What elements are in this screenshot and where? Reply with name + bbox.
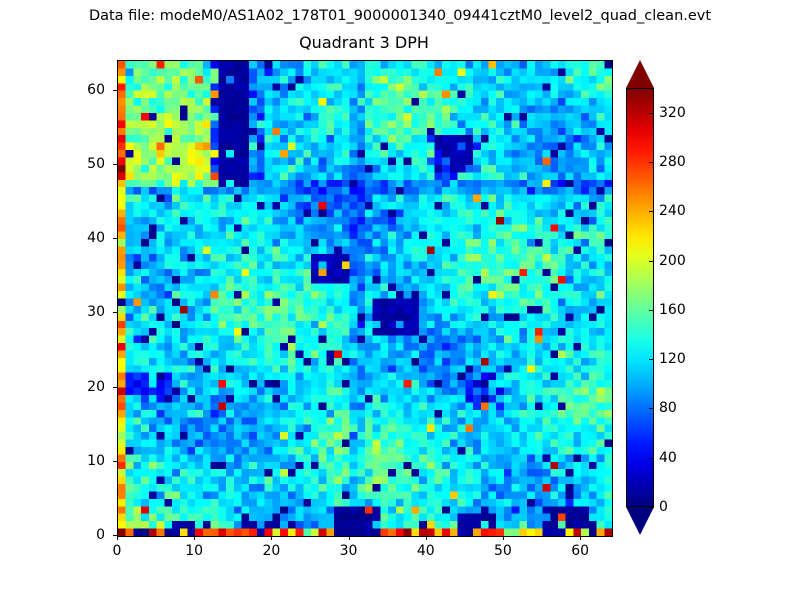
heatmap-plot-area[interactable] <box>117 60 613 537</box>
colorbar[interactable] <box>626 60 654 535</box>
colorbar-tick-label: 200 <box>659 252 686 269</box>
colorbar-tick-mark <box>649 260 654 262</box>
colorbar-body[interactable] <box>626 88 654 507</box>
x-tick-mark <box>580 536 582 540</box>
x-tick-label: 40 <box>416 543 435 559</box>
x-tick-mark <box>117 536 118 540</box>
colorbar-tick-label: 0 <box>659 499 668 515</box>
x-tick-mark <box>425 536 427 540</box>
colorbar-tick-mark <box>649 507 654 508</box>
y-tick-label: 40 <box>87 230 105 247</box>
colorbar-tick-mark <box>649 112 654 114</box>
colorbar-gradient <box>627 89 653 506</box>
colorbar-over-arrow <box>626 60 654 88</box>
colorbar-tick-label: 320 <box>659 104 686 121</box>
colorbar-tick-mark <box>649 359 654 361</box>
y-tick-mark <box>113 460 117 462</box>
y-tick-mark <box>113 163 117 165</box>
y-tick-mark <box>113 535 117 536</box>
colorbar-tick-label: 280 <box>659 153 686 170</box>
dph-heatmap-image[interactable] <box>118 61 612 536</box>
y-tick-label: 20 <box>87 378 105 395</box>
data-file-suptitle: Data file: modeM0/AS1A02_178T01_90000013… <box>88 8 712 24</box>
x-tick-label: 20 <box>262 543 281 559</box>
x-tick-label: 10 <box>185 543 204 559</box>
y-tick-mark <box>113 238 117 240</box>
y-tick-mark <box>113 312 117 314</box>
colorbar-tick-label: 120 <box>659 351 686 368</box>
colorbar-tick-label: 80 <box>659 400 677 417</box>
y-tick-label: 30 <box>87 304 105 321</box>
x-tick-mark <box>502 536 504 540</box>
y-tick-label: 50 <box>87 155 105 172</box>
x-tick-label: 50 <box>494 543 512 559</box>
y-tick-label: 60 <box>87 81 105 98</box>
y-tick-label: 10 <box>87 452 105 469</box>
y-tick-label: 0 <box>96 527 105 543</box>
x-tick-mark <box>271 536 273 540</box>
colorbar-tick-mark <box>649 408 654 410</box>
colorbar-tick-label: 40 <box>659 449 677 466</box>
page-title: Quadrant 3 DPH <box>299 33 429 52</box>
colorbar-tick-mark <box>649 161 654 163</box>
x-tick-mark <box>348 536 350 540</box>
colorbar-tick-label: 160 <box>659 301 686 318</box>
x-tick-mark <box>194 536 196 540</box>
y-tick-mark <box>113 89 117 91</box>
colorbar-tick-mark <box>649 457 654 459</box>
colorbar-tick-mark <box>649 309 654 311</box>
colorbar-under-arrow <box>626 507 654 535</box>
x-tick-label: 30 <box>339 543 358 559</box>
x-tick-label: 60 <box>571 543 590 559</box>
x-tick-label: 0 <box>112 543 122 559</box>
colorbar-tick-mark <box>649 211 654 213</box>
colorbar-tick-label: 240 <box>659 203 686 220</box>
y-tick-mark <box>113 386 117 388</box>
